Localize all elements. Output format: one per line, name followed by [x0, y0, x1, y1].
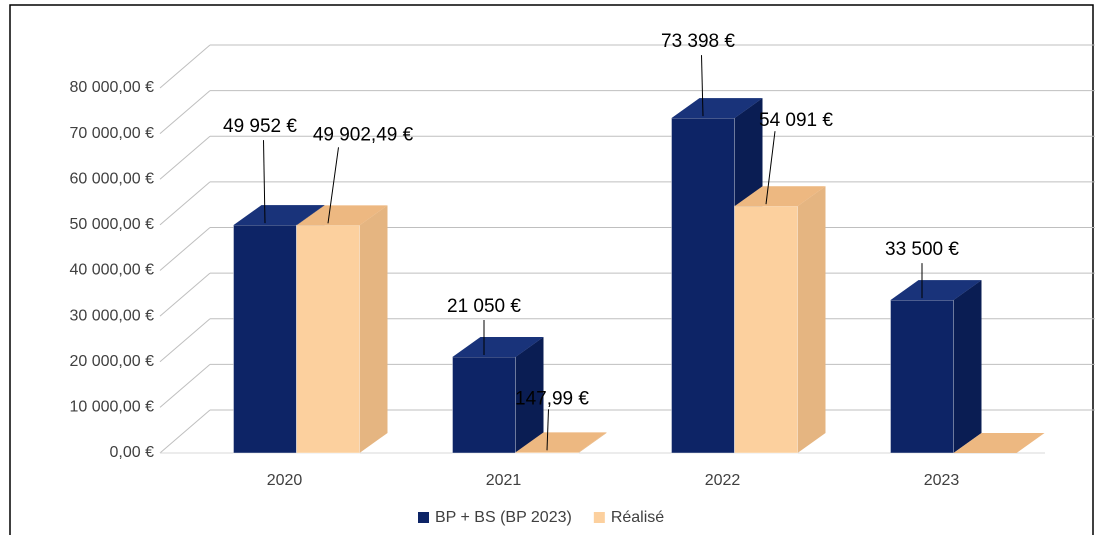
bar-side-shade [953, 280, 982, 453]
legend-label: BP + BS (BP 2023) [435, 509, 572, 526]
bar-side-shade [578, 432, 607, 453]
data-label: 33 500 € [885, 239, 959, 260]
leader-line [327, 147, 339, 224]
bar-top [890, 280, 982, 301]
bar [296, 205, 388, 454]
bar [890, 280, 982, 454]
y-tick-label: 30 000,00 € [69, 307, 154, 324]
bar-side-shade [359, 205, 388, 453]
bar-top [296, 205, 388, 226]
bar-front [734, 205, 798, 454]
data-label: 73 398 € [661, 31, 735, 52]
data-label: 54 091 € [759, 110, 833, 131]
bar-top-shade [452, 336, 544, 357]
grid-diagonal [159, 272, 211, 317]
y-tick-label: 50 000,00 € [69, 216, 154, 233]
bar-top [233, 205, 325, 226]
y-tick-label: 20 000,00 € [69, 353, 154, 370]
bar-top-shade [233, 205, 325, 226]
y-tick-label: 40 000,00 € [69, 262, 154, 279]
bar-side-shade [515, 336, 544, 453]
bar-top [452, 336, 544, 357]
bar-front [452, 356, 516, 454]
bar-side [797, 186, 826, 453]
bar-top [515, 432, 607, 453]
grid-diagonal [159, 227, 211, 271]
bar-top [671, 98, 763, 119]
data-label: 147,99 € [515, 388, 589, 409]
grid-diagonal [159, 318, 211, 363]
bar-top-shade [296, 205, 388, 226]
bar-side [359, 205, 388, 453]
y-tick-label: 80 000,00 € [69, 79, 154, 96]
bar [452, 336, 544, 454]
grid-diagonal [159, 90, 211, 135]
bar-side-shade [797, 186, 826, 453]
y-tick-label: 60 000,00 € [69, 170, 154, 187]
x-tick-label: 2023 [924, 472, 960, 489]
leader-line [546, 409, 549, 451]
leader-line [765, 131, 776, 205]
bar-top-shade [734, 186, 826, 207]
bar-side [515, 336, 544, 453]
grid-diagonal [159, 363, 211, 408]
bar-front [233, 224, 297, 454]
bar-front [515, 451, 579, 454]
y-tick-label: 0,00 € [110, 444, 155, 461]
y-tick-label: 10 000,00 € [69, 399, 154, 416]
leader-line [263, 140, 266, 224]
grid-diagonal [159, 409, 211, 454]
x-tick-label: 2021 [486, 472, 522, 489]
bar-top-shade [890, 280, 982, 301]
bar-top-shade [671, 98, 763, 119]
bar-front [296, 224, 360, 454]
legend-swatch [593, 512, 605, 523]
grid-diagonal [159, 181, 211, 226]
bar-side [953, 280, 982, 453]
bar-front [671, 117, 735, 454]
y-tick-label: 70 000,00 € [69, 125, 154, 142]
data-label: 49 902,49 € [313, 124, 414, 145]
bar [734, 186, 826, 454]
bar-top-shade [515, 432, 607, 453]
grid-diagonal [159, 135, 211, 180]
data-label: 21 050 € [447, 296, 521, 317]
leader-line [701, 55, 704, 117]
x-tick-label: 2022 [705, 472, 741, 489]
bar [515, 432, 607, 454]
bar-front [890, 299, 954, 454]
legend-label: Réalisé [611, 509, 664, 526]
frame [9, 4, 1094, 535]
bar-top-shade [953, 433, 1045, 453]
bar [953, 433, 1045, 453]
grid-diagonal [159, 44, 211, 89]
bar-top [734, 186, 826, 207]
bar-side [578, 432, 607, 453]
bar-top [953, 433, 1045, 453]
data-label: 49 952 € [223, 116, 297, 137]
legend-swatch [418, 512, 429, 523]
x-tick-label: 2020 [267, 472, 303, 489]
